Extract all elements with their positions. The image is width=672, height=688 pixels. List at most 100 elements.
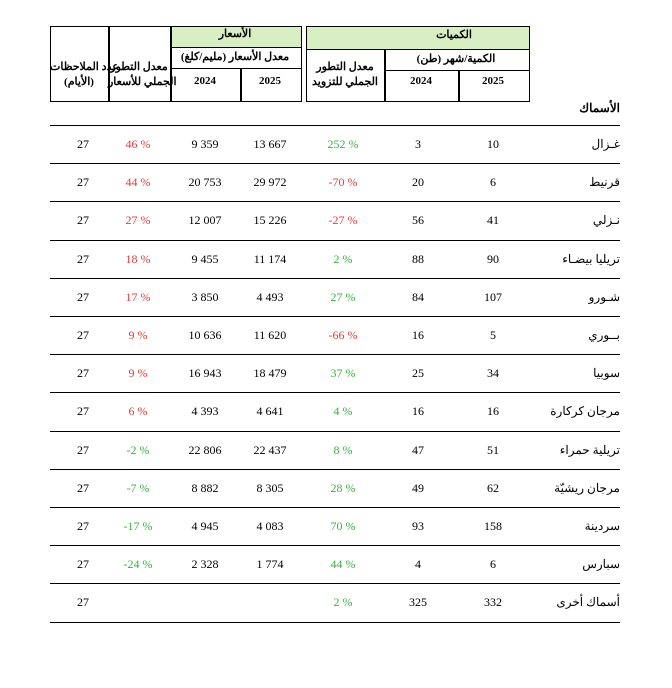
cell-supply: 37 % (330, 366, 356, 381)
cell-q2024: 56 (412, 213, 424, 228)
section-title: الأسماك (579, 101, 620, 115)
row-fish-name: مرجان ريشيّة (554, 480, 620, 495)
cell-q2024: 16 (412, 404, 424, 419)
qty-2024-header (384, 70, 460, 102)
cell-q2025: 6 (490, 175, 496, 190)
cell-p2024: 3 850 (191, 289, 219, 304)
cell-q2025: 16 (487, 404, 499, 419)
cell-pchange: -17 % (123, 519, 153, 533)
cell-p2025: 13 667 (253, 137, 287, 151)
cell-p2024: 4 393 (191, 404, 219, 419)
cell-supply: -27 % (328, 213, 358, 228)
cell-q2025: 51 (487, 442, 499, 457)
cell-q2025: 332 (484, 595, 502, 610)
cell-obs: 27 (77, 595, 89, 610)
cell-q2024: 88 (412, 251, 424, 266)
cell-obs: 27 (77, 137, 89, 151)
price-avg-label: معدل الأسعار (مليم/كلغ) (180, 51, 290, 63)
cell-p2024: 9 455 (191, 251, 219, 266)
quantities-group-label: الكميات (436, 29, 472, 41)
cell-supply: 44 % (330, 557, 356, 572)
price-2024-header (170, 68, 242, 102)
cell-supply: 252 % (327, 137, 359, 151)
row-divider (50, 316, 620, 317)
price-2025-label: 2025 (259, 75, 281, 87)
cell-q2025: 6 (490, 557, 496, 572)
cell-supply: 8 % (333, 442, 353, 457)
qty-2025-label: 2025 (482, 75, 504, 87)
row-divider (50, 583, 620, 584)
cell-p2024: 8 882 (191, 480, 219, 495)
qty-2024-label: 2024 (410, 75, 432, 87)
cell-p2025: 4 641 (256, 404, 284, 419)
cell-q2024: 4 (415, 557, 421, 572)
qty-2025-header (458, 70, 530, 102)
cell-obs: 27 (77, 404, 89, 419)
cell-supply: 2 % (333, 595, 353, 610)
cell-supply: 27 % (330, 289, 356, 304)
row-fish-name: سردينة (584, 519, 620, 533)
row-fish-name: قرنيط (589, 175, 620, 190)
cell-q2025: 62 (487, 480, 499, 495)
cell-p2024: 4 945 (191, 519, 219, 533)
row-divider (50, 469, 620, 470)
cell-pchange: 9 % (128, 328, 148, 342)
supply-change-label-1: معدل التطور (316, 61, 374, 73)
qty-month-label: الكمية/شهر (طن) (416, 53, 496, 65)
cell-p2024: 2 328 (191, 557, 219, 572)
cell-pchange: 18 % (125, 251, 151, 266)
row-divider (50, 163, 620, 164)
cell-q2024: 84 (412, 289, 424, 304)
cell-p2024: 22 806 (188, 442, 222, 457)
row-divider (50, 545, 620, 546)
row-fish-name: تريلية حمراء (559, 442, 620, 457)
cell-supply: 2 % (333, 251, 353, 266)
cell-obs: 27 (77, 519, 89, 533)
row-divider (50, 240, 620, 241)
cell-obs: 27 (77, 557, 89, 572)
cell-pchange: -24 % (123, 557, 153, 572)
row-fish-name: سبارس (582, 557, 620, 572)
row-divider (50, 278, 620, 279)
cell-pchange: -7 % (126, 480, 150, 495)
row-divider (50, 354, 620, 355)
cell-q2024: 3 (415, 137, 421, 151)
cell-supply: -66 % (328, 328, 358, 342)
cell-pchange: 44 % (125, 175, 151, 190)
cell-q2025: 107 (484, 289, 502, 304)
cell-obs: 27 (77, 480, 89, 495)
table-top-line (50, 125, 620, 126)
cell-p2025: 18 479 (253, 366, 287, 381)
cell-q2025: 5 (490, 328, 496, 342)
row-fish-name: غـزال (591, 137, 620, 151)
cell-q2024: 49 (412, 480, 424, 495)
cell-p2025: 4 493 (256, 289, 284, 304)
cell-p2024: 10 636 (188, 328, 222, 342)
cell-p2024: 20 753 (188, 175, 222, 190)
cell-p2025: 11 174 (253, 251, 287, 266)
cell-p2025: 29 972 (253, 175, 287, 190)
row-fish-name: أسماك أخرى (556, 595, 620, 610)
row-fish-name: نـزلي (592, 213, 620, 228)
cell-obs: 27 (77, 213, 89, 228)
row-divider (50, 622, 620, 623)
row-fish-name: بــوري (588, 328, 620, 342)
cell-p2024: 16 943 (188, 366, 222, 381)
obs-label-1: عدد الملاحظات (50, 61, 119, 73)
cell-supply: -70 % (328, 175, 358, 190)
obs-header (50, 26, 110, 102)
cell-q2025: 41 (487, 213, 499, 228)
prices-group-label: الأسعار (218, 28, 252, 40)
row-divider (50, 431, 620, 432)
cell-p2024: 12 007 (188, 213, 222, 228)
cell-q2024: 16 (412, 328, 424, 342)
cell-supply: 28 % (330, 480, 356, 495)
cell-q2024: 20 (412, 175, 424, 190)
cell-p2025: 1 774 (256, 557, 284, 572)
cell-p2025: 11 620 (253, 328, 287, 342)
quantities-group-header (306, 26, 530, 50)
cell-q2025: 90 (487, 251, 499, 266)
row-fish-name: مرجان كركارة (550, 404, 620, 419)
price-change-header (108, 26, 172, 102)
cell-q2025: 10 (487, 137, 499, 151)
